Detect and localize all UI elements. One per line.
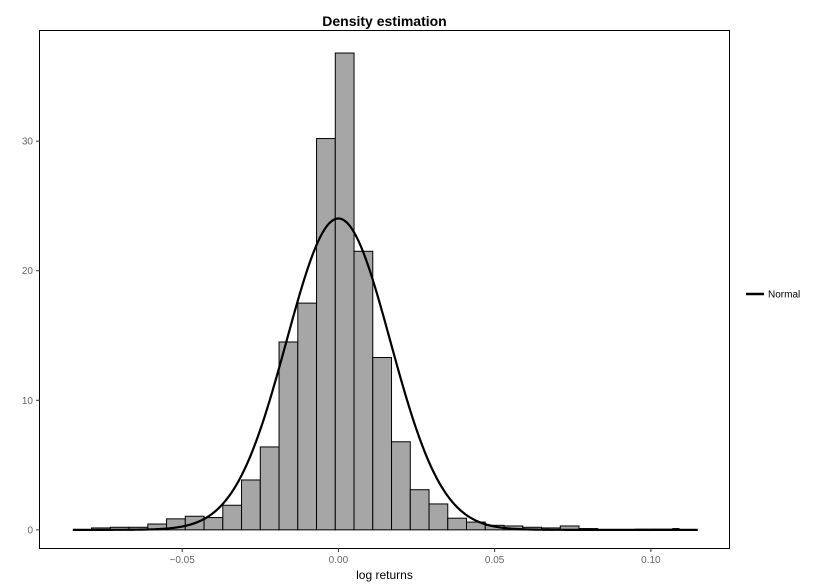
y-tick-label-0: 0 [27,525,33,536]
y-axis-ticks: 0 10 20 30 [22,137,40,536]
normal-curve-layer [72,217,698,531]
x-axis-label: log returns [356,568,413,582]
histogram-bar-8 [241,479,261,531]
histogram-bar-9 [259,446,280,531]
legend-label-normal: Normal [768,290,800,301]
y-tick-label-1: 10 [22,396,34,407]
x-axis-ticks: −0.05 0.00 0.05 0.10 [170,548,661,566]
x-tick-label-3: 0.10 [641,555,661,566]
normal-curve [72,217,698,531]
x-tick-label-1: 0.00 [329,555,349,566]
legend: Normal [746,290,800,301]
y-tick-label-3: 30 [22,137,34,148]
histogram-bar-6 [203,517,224,531]
histogram-bar-17 [409,489,430,531]
histogram-bar-12 [316,138,336,531]
histogram-bar-11 [297,302,318,531]
histogram-bar-16 [391,441,411,531]
histogram-bar-13 [334,52,355,531]
y-tick-label-2: 20 [22,266,34,277]
histogram-bar-7 [222,504,243,531]
histogram-bar-14 [353,250,374,531]
histogram-bar-15 [372,357,393,531]
chart-title: Density estimation [322,13,446,29]
histogram-bars [91,52,680,531]
x-tick-label-0: −0.05 [170,555,196,566]
histogram-bar-19 [447,517,468,531]
histogram-bar-18 [428,503,449,531]
x-tick-label-2: 0.05 [485,555,505,566]
histogram-bar-10 [278,341,299,531]
